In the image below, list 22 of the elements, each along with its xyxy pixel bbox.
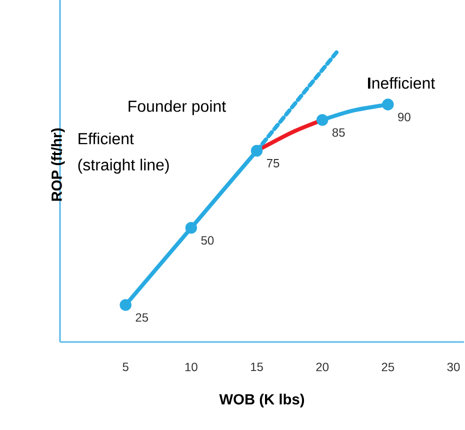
- annotation: Founder point: [128, 100, 226, 116]
- y-axis-title: ROP (ft/hr): [51, 128, 65, 201]
- data-label: 85: [332, 128, 345, 137]
- data-label: 75: [266, 159, 280, 168]
- data-label: 50: [201, 236, 214, 245]
- point: [185, 222, 198, 234]
- point: [382, 98, 394, 110]
- x-tick-label: 5: [122, 362, 128, 372]
- data-label: 25: [136, 313, 148, 322]
- x-tick-label: 25: [382, 362, 394, 372]
- annotation: Efficient: [78, 132, 134, 144]
- annotation: Inefficient: [368, 77, 436, 89]
- annotation: (straight line): [78, 158, 169, 174]
- x-axis-title: WOB (K lbs): [219, 394, 304, 408]
- x-tick-label: 10: [185, 362, 198, 372]
- data-label: 90: [398, 112, 410, 122]
- point: [250, 144, 263, 157]
- point: [316, 114, 328, 126]
- x-tick-label: 30: [447, 362, 460, 372]
- x-tick-label: 15: [251, 362, 263, 372]
- point: [120, 299, 132, 311]
- x-tick-label: 20: [316, 362, 329, 372]
